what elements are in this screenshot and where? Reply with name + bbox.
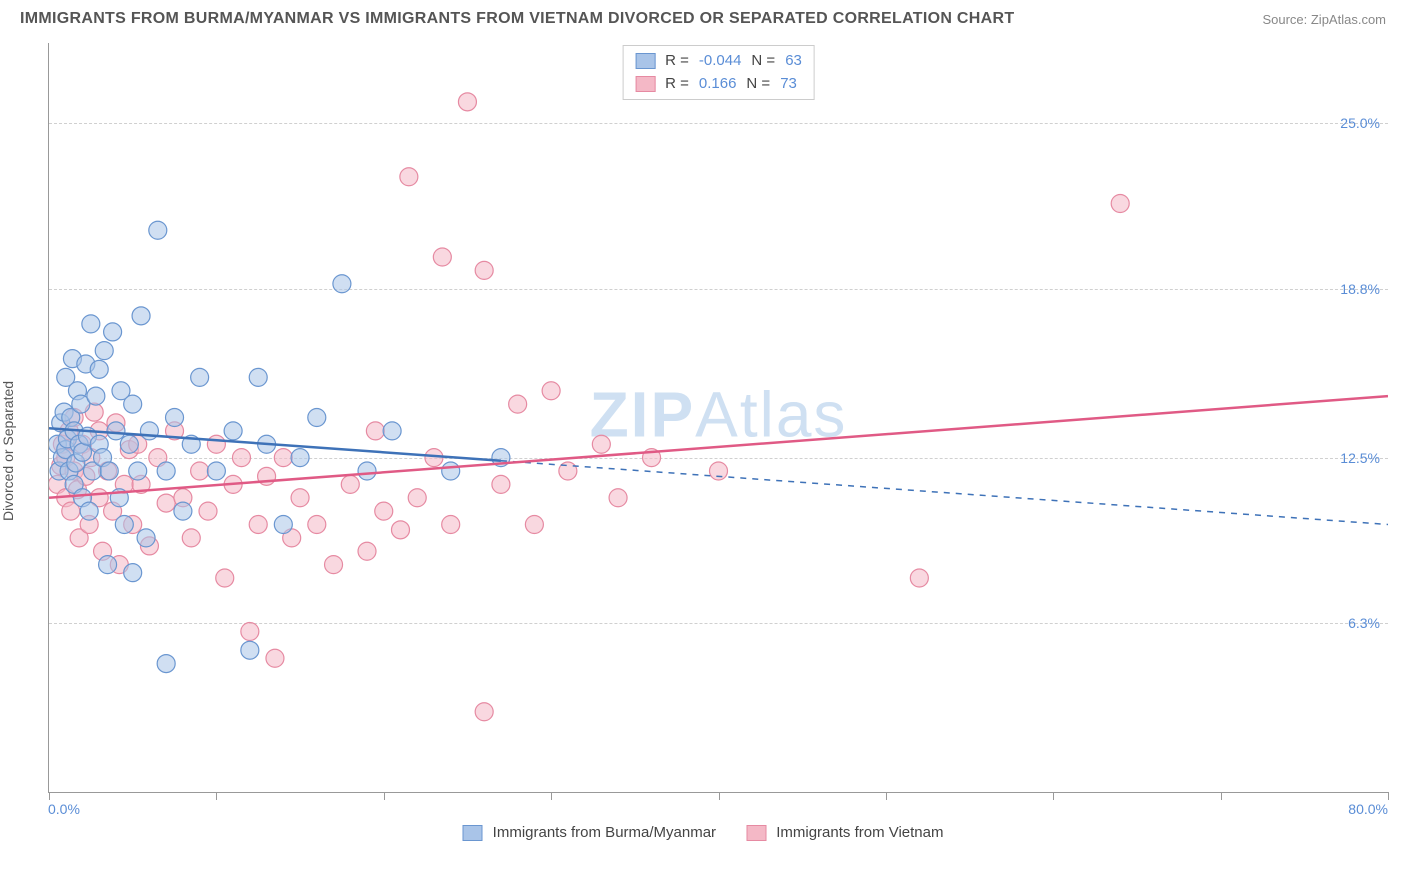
legend-bottom: Immigrants from Burma/Myanmar Immigrants… xyxy=(463,824,944,841)
legend-item-1: Immigrants from Burma/Myanmar xyxy=(463,824,717,841)
source-label: Source: ZipAtlas.com xyxy=(1262,12,1386,27)
legend-swatch-bottom-1 xyxy=(463,825,483,841)
r-value-2: 0.166 xyxy=(699,73,737,96)
plot-svg xyxy=(49,43,1388,792)
r-value-1: -0.044 xyxy=(699,50,742,73)
y-axis-label: Divorced or Separated xyxy=(0,381,16,521)
legend-stats: R = -0.044 N = 63 R = 0.166 N = 73 xyxy=(622,45,815,100)
legend-stats-row-2: R = 0.166 N = 73 xyxy=(635,73,802,96)
legend-stats-row-1: R = -0.044 N = 63 xyxy=(635,50,802,73)
chart-title: IMMIGRANTS FROM BURMA/MYANMAR VS IMMIGRA… xyxy=(20,10,1014,28)
n-value-2: 73 xyxy=(780,73,797,96)
chart-container: Divorced or Separated ZIPAtlas R = -0.04… xyxy=(0,33,1406,853)
plot-area: ZIPAtlas R = -0.044 N = 63 R = 0.166 N =… xyxy=(48,43,1388,793)
x-axis-max-label: 80.0% xyxy=(1348,801,1388,817)
legend-item-2: Immigrants from Vietnam xyxy=(746,824,943,841)
chart-header: IMMIGRANTS FROM BURMA/MYANMAR VS IMMIGRA… xyxy=(0,0,1406,33)
legend-swatch-2 xyxy=(635,76,655,92)
legend-swatch-bottom-2 xyxy=(746,825,766,841)
n-value-1: 63 xyxy=(785,50,802,73)
x-axis-min-label: 0.0% xyxy=(48,801,80,817)
legend-swatch-1 xyxy=(635,53,655,69)
